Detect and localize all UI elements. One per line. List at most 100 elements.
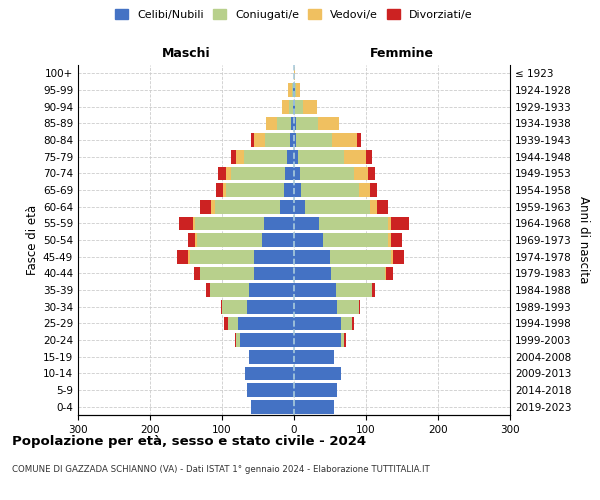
Text: Femmine: Femmine (370, 47, 434, 60)
Bar (224, 316, 228, 330)
Bar (178, 250, 188, 264)
Bar (197, 233, 262, 247)
Bar (292, 83, 293, 97)
Bar (254, 250, 294, 264)
Bar (336, 283, 372, 297)
Bar (240, 333, 294, 347)
Bar (359, 300, 360, 314)
Bar (244, 150, 287, 164)
Bar (377, 200, 388, 213)
Bar (291, 116, 294, 130)
Bar (277, 116, 291, 130)
Bar (302, 100, 317, 114)
Bar (294, 300, 337, 314)
Bar (210, 283, 250, 297)
Bar (294, 166, 300, 180)
Bar (318, 116, 340, 130)
Bar (332, 133, 358, 147)
Bar (341, 316, 352, 330)
Bar (394, 250, 404, 264)
Bar (331, 266, 385, 280)
Bar (330, 250, 391, 264)
Bar (294, 250, 330, 264)
Bar (188, 233, 196, 247)
Bar (294, 116, 296, 130)
Bar (251, 400, 294, 413)
Bar (391, 233, 402, 247)
Bar (200, 200, 211, 213)
Bar (294, 133, 296, 147)
Bar (293, 100, 294, 114)
Bar (218, 166, 226, 180)
Bar (319, 216, 388, 230)
Bar (247, 383, 294, 397)
Bar (359, 183, 370, 197)
Bar (294, 316, 341, 330)
Bar (250, 283, 294, 297)
Bar (294, 350, 334, 364)
Bar (391, 250, 394, 264)
Bar (386, 266, 394, 280)
Bar (264, 216, 294, 230)
Bar (352, 316, 354, 330)
Bar (282, 100, 289, 114)
Bar (295, 83, 296, 97)
Bar (372, 283, 376, 297)
Bar (290, 133, 294, 147)
Bar (262, 233, 294, 247)
Bar (236, 150, 244, 164)
Bar (358, 133, 361, 147)
Bar (194, 266, 200, 280)
Bar (179, 216, 193, 230)
Bar (286, 166, 294, 180)
Bar (391, 216, 409, 230)
Bar (323, 233, 388, 247)
Bar (226, 166, 232, 180)
Bar (188, 250, 190, 264)
Bar (232, 166, 286, 180)
Y-axis label: Fasce di età: Fasce di età (26, 205, 39, 275)
Bar (294, 383, 337, 397)
Bar (251, 133, 254, 147)
Bar (388, 233, 391, 247)
Bar (296, 83, 300, 97)
Bar (211, 200, 215, 213)
Bar (215, 183, 223, 197)
Bar (196, 216, 264, 230)
Bar (190, 250, 254, 264)
Bar (266, 116, 277, 130)
Bar (294, 333, 341, 347)
Bar (385, 266, 386, 280)
Bar (288, 83, 292, 97)
Text: COMUNE DI GAZZADA SCHIANNO (VA) - Dati ISTAT 1° gennaio 2024 - Elaborazione TUTT: COMUNE DI GAZZADA SCHIANNO (VA) - Dati I… (12, 465, 430, 474)
Bar (388, 216, 391, 230)
Bar (226, 183, 284, 197)
Bar (294, 400, 334, 413)
Bar (368, 166, 376, 180)
Bar (236, 333, 240, 347)
Bar (354, 166, 368, 180)
Bar (235, 333, 236, 347)
Bar (294, 183, 301, 197)
Bar (294, 283, 336, 297)
Bar (296, 116, 318, 130)
Bar (370, 200, 377, 213)
Y-axis label: Anni di nascita: Anni di nascita (577, 196, 590, 284)
Bar (305, 200, 370, 213)
Bar (337, 300, 359, 314)
Bar (280, 200, 294, 213)
Bar (301, 183, 359, 197)
Bar (245, 366, 294, 380)
Bar (366, 150, 372, 164)
Bar (294, 216, 319, 230)
Bar (200, 266, 254, 280)
Bar (344, 150, 366, 164)
Bar (206, 283, 210, 297)
Bar (341, 333, 344, 347)
Bar (300, 166, 354, 180)
Bar (294, 150, 298, 164)
Bar (223, 183, 226, 197)
Bar (298, 150, 344, 164)
Bar (289, 100, 293, 114)
Bar (193, 216, 196, 230)
